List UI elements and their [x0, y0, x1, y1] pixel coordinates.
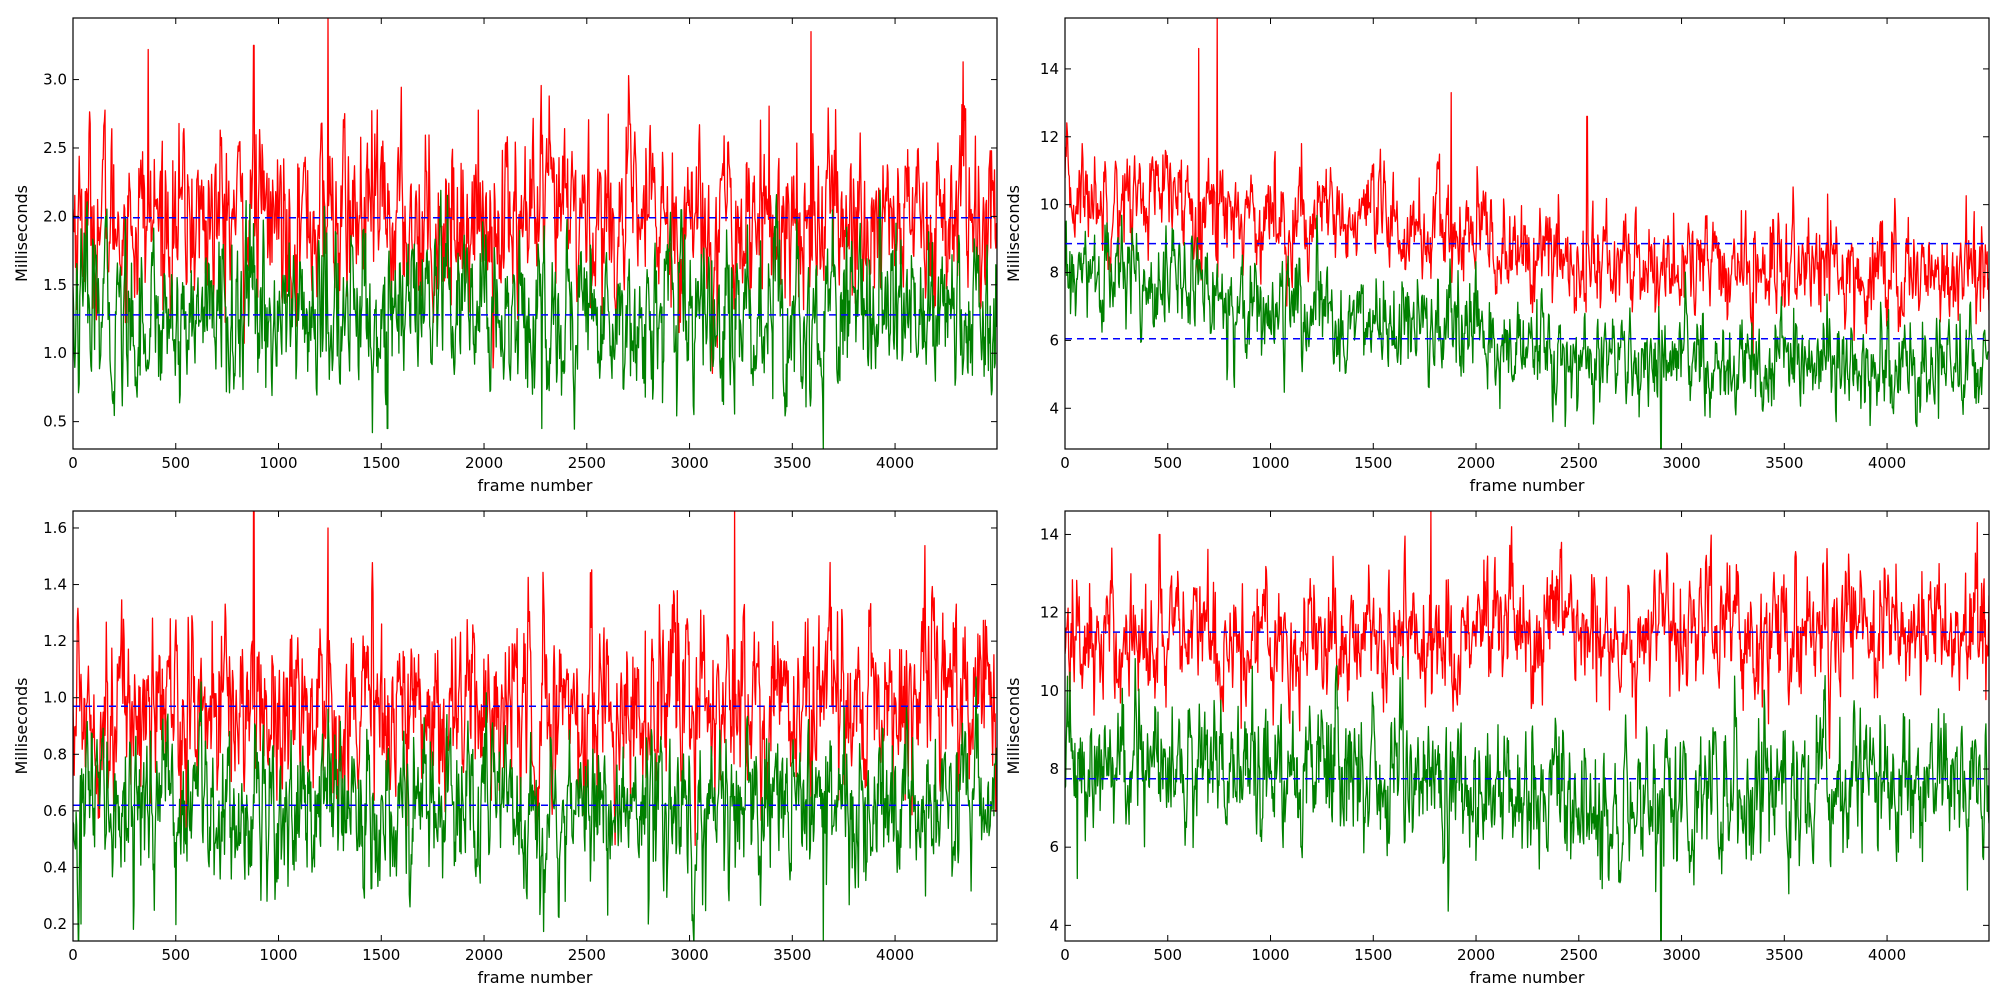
series-line-2	[73, 189, 997, 449]
y-tick-label: 3.0	[43, 71, 67, 89]
axes-frame	[1064, 510, 1990, 942]
x-tick-label: 0	[68, 454, 78, 472]
x-tick-label: 500	[161, 946, 190, 964]
y-tick-label: 1.4	[43, 576, 67, 594]
x-axis-label: frame number	[478, 476, 593, 495]
x-tick-label: 3500	[773, 946, 811, 964]
y-tick-label: 0.2	[43, 915, 67, 933]
x-tick-label: 2500	[568, 454, 606, 472]
y-axis-label: Milliseconds	[12, 185, 31, 282]
x-tick-label: 3000	[1662, 454, 1700, 472]
x-tick-label: 1500	[1354, 454, 1392, 472]
x-axis-label: frame number	[1470, 968, 1585, 987]
y-axis-label: Milliseconds	[12, 678, 31, 775]
y-tick-label: 8	[1049, 760, 1059, 778]
y-tick-label: 12	[1040, 128, 1059, 146]
y-tick-label: 0.4	[43, 858, 67, 876]
axes-frame	[72, 17, 998, 450]
plot-area	[1065, 511, 1989, 941]
x-tick-label: 2000	[465, 946, 503, 964]
x-tick-label: 0	[1060, 946, 1070, 964]
x-tick-label: 1500	[362, 454, 400, 472]
x-tick-label: 1500	[1354, 946, 1392, 964]
y-tick-label: 1.5	[43, 276, 67, 294]
y-tick-label: 14	[1040, 60, 1059, 78]
x-axis-label: frame number	[478, 968, 593, 987]
x-tick-label: 1500	[362, 946, 400, 964]
x-tick-label: 3500	[1765, 454, 1803, 472]
y-tick-label: 0.8	[43, 745, 67, 763]
x-tick-label: 3000	[670, 454, 708, 472]
plot-area	[1065, 18, 1989, 449]
y-tick-label: 1.0	[43, 689, 67, 707]
x-tick-label: 4000	[1868, 454, 1906, 472]
x-tick-label: 0	[1060, 454, 1070, 472]
x-axis-label: frame number	[1470, 476, 1585, 495]
x-tick-label: 4000	[1868, 946, 1906, 964]
y-axis-label: Milliseconds	[1004, 678, 1023, 775]
subplot-4: 0 500 1000 1500 2000 2500 3000 3500 4000 4 6 8 10 12 1…	[1004, 510, 1990, 987]
series-line-2	[1065, 214, 1989, 449]
y-tick-label: 10	[1040, 196, 1059, 214]
axes-frame	[1064, 17, 1990, 450]
x-tick-label: 500	[1153, 946, 1182, 964]
x-tick-label: 4000	[876, 454, 914, 472]
x-tick-label: 3500	[773, 454, 811, 472]
x-tick-label: 500	[1153, 454, 1182, 472]
x-tick-label: 1000	[1251, 454, 1289, 472]
x-tick-label: 4000	[876, 946, 914, 964]
y-tick-label: 8	[1049, 264, 1059, 282]
x-tick-label: 2500	[1560, 454, 1598, 472]
plot-area	[73, 18, 997, 449]
y-tick-label: 14	[1040, 525, 1059, 543]
x-tick-label: 3500	[1765, 946, 1803, 964]
series-line-1	[73, 18, 997, 375]
plot-area	[73, 511, 997, 941]
y-tick-label: 1.0	[43, 344, 67, 362]
y-tick-label: 2.0	[43, 207, 67, 225]
x-tick-label: 2000	[1457, 454, 1495, 472]
y-tick-label: 2.5	[43, 139, 67, 157]
subplot-3: 0 500 1000 1500 2000 2500 3000 3500 4000 0.2 0.4 0.…	[12, 510, 998, 987]
axes-frame	[72, 510, 998, 942]
subplot-1: 0 500 1000 1500 2000 2500 3000 3500 4000 0.5 1.0 1.…	[12, 17, 998, 495]
x-tick-label: 2500	[1560, 946, 1598, 964]
y-tick-label: 6	[1049, 838, 1059, 856]
x-tick-label: 2000	[1457, 946, 1495, 964]
x-tick-label: 500	[161, 454, 190, 472]
x-tick-label: 2000	[465, 454, 503, 472]
series-line-2	[73, 676, 997, 941]
series-line-1	[1065, 511, 1989, 759]
y-tick-label: 12	[1040, 604, 1059, 622]
x-tick-label: 1000	[1251, 946, 1289, 964]
series-line-1	[1065, 18, 1989, 363]
y-tick-label: 4	[1049, 916, 1059, 934]
x-tick-label: 3000	[670, 946, 708, 964]
x-tick-label: 1000	[259, 454, 297, 472]
subplot-2: 0 500 1000 1500 2000 2500 3000 3500 4000 4 6 8 10 12 1…	[1004, 17, 1990, 495]
x-tick-label: 1000	[259, 946, 297, 964]
y-tick-label: 10	[1040, 682, 1059, 700]
y-tick-label: 1.6	[43, 519, 67, 537]
y-tick-label: 6	[1049, 331, 1059, 349]
x-tick-label: 3000	[1662, 946, 1700, 964]
y-tick-label: 4	[1049, 399, 1059, 417]
y-tick-label: 1.2	[43, 632, 67, 650]
y-tick-label: 0.5	[43, 413, 67, 431]
y-tick-label: 0.6	[43, 802, 67, 820]
x-tick-label: 0	[68, 946, 78, 964]
series-line-2	[1065, 656, 1989, 941]
y-axis-label: Milliseconds	[1004, 185, 1023, 282]
x-tick-label: 2500	[568, 946, 606, 964]
